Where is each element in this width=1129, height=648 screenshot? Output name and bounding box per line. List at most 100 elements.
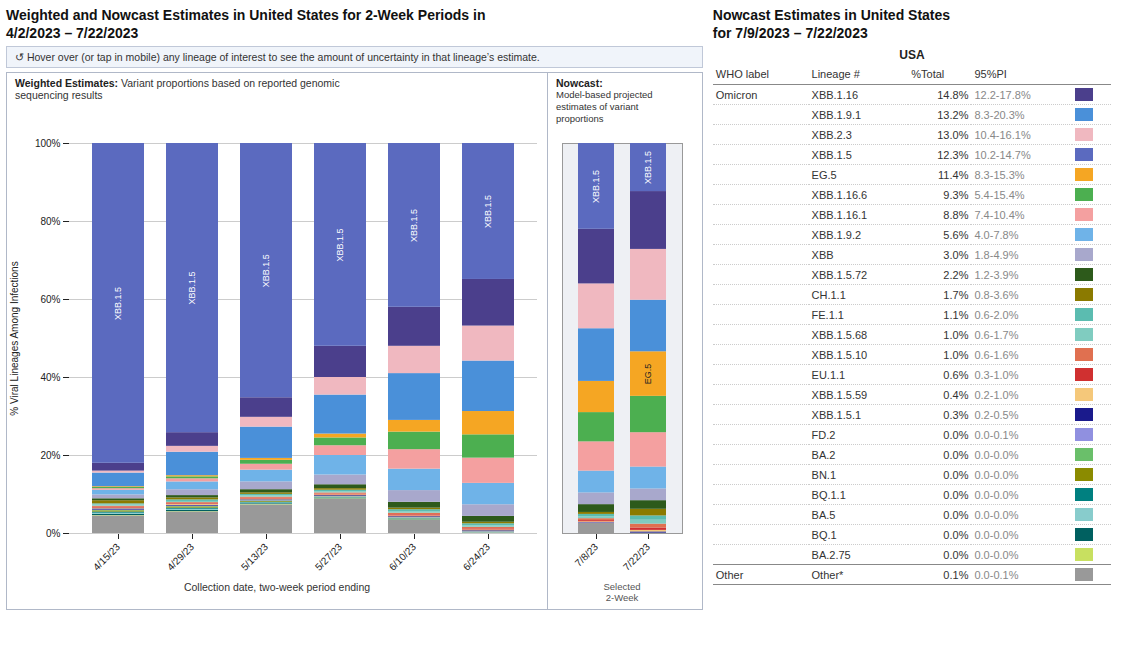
svg-text:XBB.1.5: XBB.1.5	[591, 170, 601, 203]
html-text:13.0%: 13.0%	[937, 128, 969, 141]
html-text:0.3%: 0.3%	[943, 408, 969, 421]
svg-text:XBB.1.5: XBB.1.5	[261, 254, 271, 287]
html-text:0.0%: 0.0%	[943, 468, 969, 481]
html-text:1.2-3.9%: 1.2-3.9%	[974, 268, 1019, 281]
html-text:Nowcast Estimates in United St: Nowcast Estimates in United States for 7…	[712, 7, 951, 42]
html-text:5.4-15.4%: 5.4-15.4%	[974, 188, 1025, 201]
html-text:7.4-10.4%: 7.4-10.4%	[974, 208, 1025, 221]
svg-text:XBB.1.5: XBB.1.5	[409, 209, 419, 242]
html-text:12.2-17.8%: 12.2-17.8%	[974, 88, 1031, 101]
html-text:0.0-0.0%: 0.0-0.0%	[974, 448, 1019, 461]
html-text:XBB.1.5.1: XBB.1.5.1	[811, 408, 862, 421]
svg-text:4/15/23: 4/15/23	[91, 541, 123, 573]
html-text:EU.1.1: EU.1.1	[811, 368, 846, 381]
html-text:USA: USA	[899, 48, 925, 63]
html-text:0.3-1.0%: 0.3-1.0%	[974, 368, 1019, 381]
svg-text:XBB.1.5: XBB.1.5	[643, 151, 653, 184]
html-text:Model-based projected estimate: Model-based projected estimates of varia…	[556, 89, 653, 125]
html-text:0.0%: 0.0%	[943, 448, 969, 461]
html-text:0.6-1.6%: 0.6-1.6%	[974, 348, 1019, 361]
html-text:12.3%: 12.3%	[937, 148, 969, 161]
svg-text:EG.5: EG.5	[643, 364, 653, 385]
html-text:95%PI: 95%PI	[974, 68, 1007, 81]
html-text:8.3-15.3%: 8.3-15.3%	[974, 168, 1025, 181]
html-text:0.6-2.0%: 0.6-2.0%	[974, 308, 1019, 321]
html-text:5.6%: 5.6%	[943, 228, 969, 241]
html-text:0.0%: 0.0%	[943, 428, 969, 441]
html-text:13.2%: 13.2%	[937, 108, 969, 121]
html-text:XBB.1.5: XBB.1.5	[811, 148, 852, 161]
html-text:9.3%: 9.3%	[943, 188, 969, 201]
svg-text:XBB.1.5: XBB.1.5	[335, 229, 345, 262]
svg-text:5/13/23: 5/13/23	[239, 541, 271, 573]
html-text:EG.5: EG.5	[811, 168, 837, 181]
html-text:0.8-3.6%: 0.8-3.6%	[974, 288, 1019, 301]
html-text:0.6-1.7%: 0.6-1.7%	[974, 328, 1019, 341]
html-text:Weighted and Nowcast Estimates: Weighted and Nowcast Estimates in United…	[6, 7, 486, 42]
html-text:XBB.1.5.10: XBB.1.5.10	[811, 348, 868, 361]
svg-text:4/29/23: 4/29/23	[165, 541, 197, 573]
html-text:8.8%: 8.8%	[943, 208, 969, 221]
svg-text:80%: 80%	[40, 216, 60, 227]
svg-text:7/22/23: 7/22/23	[621, 541, 653, 573]
html-text:Omicron: Omicron	[715, 88, 758, 101]
svg-text:% Viral Lineages Among Infecti: % Viral Lineages Among Infections	[9, 262, 20, 416]
html-text:BA.2: BA.2	[811, 448, 836, 461]
html-text:XBB.2.3: XBB.2.3	[811, 128, 852, 141]
html-text:0.2-0.5%: 0.2-0.5%	[974, 408, 1019, 421]
html-text:↺ Hover over (or tap in mobile: ↺ Hover over (or tap in mobile) any line…	[15, 51, 540, 64]
html-text:FD.2: FD.2	[811, 428, 836, 441]
svg-text:20%: 20%	[40, 450, 60, 461]
svg-text:0%: 0%	[46, 528, 61, 539]
html-text:XBB.1.16.6: XBB.1.16.6	[811, 188, 868, 201]
html-text:FE.1.1: FE.1.1	[811, 308, 844, 321]
html-text:XBB.1.5.68: XBB.1.5.68	[811, 328, 868, 341]
svg-text:XBB.1.5: XBB.1.5	[483, 195, 493, 228]
svg-text:100%: 100%	[35, 138, 61, 149]
html-text:11.4%: 11.4%	[938, 168, 969, 181]
html-text:0.2-1.0%: 0.2-1.0%	[974, 388, 1019, 401]
html-text:%Total: %Total	[911, 68, 945, 81]
svg-text:XBB.1.5: XBB.1.5	[113, 287, 123, 320]
svg-text:XBB.1.5: XBB.1.5	[187, 272, 197, 305]
svg-text:40%: 40%	[40, 372, 60, 383]
html-text:8.3-20.3%: 8.3-20.3%	[974, 108, 1025, 121]
html-text:XBB.1.9.1: XBB.1.9.1	[811, 108, 862, 121]
svg-text:5/27/23: 5/27/23	[313, 541, 345, 573]
html-text:0.6%: 0.6%	[943, 368, 969, 381]
html-text:CH.1.1: CH.1.1	[811, 288, 846, 301]
html-text:Weighted Estimates: Variant pr: Weighted Estimates: Variant proportions …	[15, 77, 340, 102]
html-text:1.0%: 1.0%	[943, 348, 969, 361]
html-text:4.0-7.8%: 4.0-7.8%	[974, 228, 1019, 241]
html-text:Nowcast:: Nowcast:	[556, 77, 603, 90]
html-text:14.8%: 14.8%	[937, 88, 969, 101]
html-text:10.2-14.7%: 10.2-14.7%	[974, 148, 1031, 161]
html-text:2.2%: 2.2%	[943, 268, 969, 281]
html-text:Lineage #: Lineage #	[811, 68, 860, 81]
html-text:Selected 2-Week: Selected 2-Week	[603, 581, 641, 604]
html-text:1.0%: 1.0%	[943, 328, 969, 341]
html-text:1.8-4.9%: 1.8-4.9%	[974, 248, 1019, 261]
svg-text:60%: 60%	[40, 294, 60, 305]
html-text:XBB.1.5.72: XBB.1.5.72	[811, 268, 868, 281]
html-text:0.0%: 0.0%	[943, 488, 969, 501]
html-text:0.0-0.1%: 0.0-0.1%	[974, 428, 1019, 441]
html-text:Collection date, two-week peri: Collection date, two-week period ending	[183, 581, 371, 594]
html-text:10.4-16.1%: 10.4-16.1%	[974, 128, 1031, 141]
html-text:XBB.1.9.2: XBB.1.9.2	[811, 228, 862, 241]
html-text:BN.1: BN.1	[811, 468, 836, 481]
html-text:0.0-0.0%: 0.0-0.0%	[974, 468, 1019, 481]
html-text:1.1%: 1.1%	[943, 308, 969, 321]
html-text:XBB.1.16: XBB.1.16	[811, 88, 858, 101]
html-text:1.7%: 1.7%	[943, 288, 969, 301]
html-text:WHO label: WHO label	[715, 68, 769, 81]
svg-text:6/24/23: 6/24/23	[461, 541, 493, 573]
svg-text:7/8/23: 7/8/23	[573, 541, 601, 569]
html-text:XBB.1.16.1: XBB.1.16.1	[811, 208, 868, 221]
html-text:BQ.1.1: BQ.1.1	[811, 488, 846, 501]
html-text:0.4%: 0.4%	[943, 388, 969, 401]
html-text:XBB.1.5.59: XBB.1.5.59	[811, 388, 868, 401]
html-text:XBB: XBB	[811, 248, 834, 261]
svg-text:6/10/23: 6/10/23	[387, 541, 419, 573]
html-text:3.0%: 3.0%	[943, 248, 969, 261]
